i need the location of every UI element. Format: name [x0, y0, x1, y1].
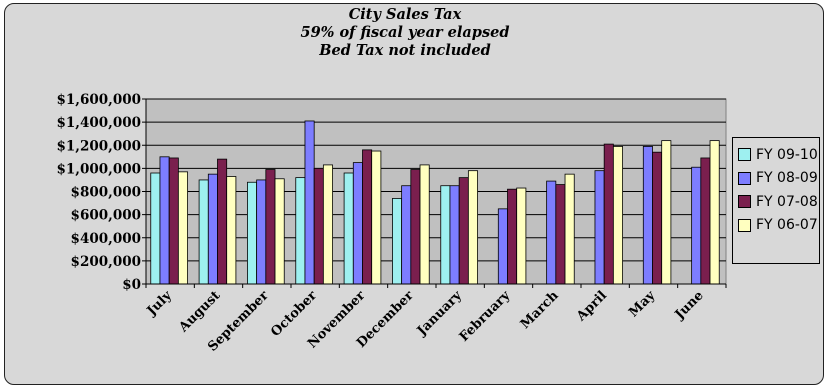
bar-fy-07-08-february [507, 188, 518, 285]
y-tick-label: $600,000 [71, 208, 141, 224]
bar-fy-07-08-november [362, 149, 373, 285]
bar-fy-08-09-march [546, 180, 557, 285]
legend: FY 09-10 FY 08-09 FY 07-08 FY 06-07 [732, 137, 820, 264]
y-tick-label: $1,600,000 [56, 92, 141, 108]
y-tick-label: $800,000 [71, 185, 141, 201]
bar-fy-08-09-september [256, 179, 267, 285]
legend-item: FY 06-07 [738, 214, 819, 238]
bar-fy-09-10-november [343, 172, 354, 285]
x-tick-label: June [672, 288, 707, 323]
y-tick-label: $1,200,000 [56, 138, 141, 154]
bar-fy-08-09-july [159, 156, 170, 285]
bar-fy-07-08-april [603, 143, 614, 285]
gridlines [142, 98, 726, 285]
x-tick-label: August [176, 288, 224, 336]
legend-item: FY 07-08 [738, 190, 819, 214]
bar-fy-08-09-april [594, 170, 605, 285]
bar-fy-06-07-july [177, 171, 188, 285]
x-tick-label: April [573, 288, 610, 325]
bar-chart: $0 $200,000 $400,000 $600,000 $800,000 $1,000… [56, 92, 727, 355]
bar-fy-07-08-august [217, 158, 228, 285]
legend-swatch-fy-08-09 [738, 171, 751, 185]
bar-fy-09-10-october [295, 177, 306, 285]
axes [145, 99, 727, 288]
y-tick-labels: $0 $200,000 $400,000 $600,000 $800,000 $1,000… [56, 92, 141, 293]
bar-fy-06-07-august [226, 176, 237, 285]
bar-fy-09-10-january [440, 185, 451, 285]
bar-fy-06-07-november [371, 150, 382, 285]
y-tick-label: $1,400,000 [56, 115, 141, 131]
bar-fy-08-09-february [497, 208, 508, 285]
bar-fy-09-10-july [150, 172, 161, 285]
y-tick-label: $1,000,000 [56, 161, 141, 177]
bar-fy-08-09-january [449, 185, 460, 285]
x-tick-label: March [518, 288, 562, 332]
bar-fy-06-07-february [516, 187, 527, 285]
bar-fy-08-09-december [401, 185, 412, 285]
bar-fy-08-09-november [352, 162, 363, 285]
chart-title: City Sales Tax [348, 6, 462, 23]
y-tick-label: $0 [122, 277, 141, 293]
chart-subtitle-line-1: 59% of fiscal year elapsed [300, 24, 510, 41]
legend-item: FY 08-09 [738, 167, 819, 191]
x-tick-label: February [457, 288, 514, 345]
bar-fy-08-09-june [691, 166, 702, 285]
bar-fy-09-10-december [392, 198, 403, 285]
legend-label: FY 06-07 [756, 217, 818, 234]
bars-group [150, 120, 720, 285]
bar-fy-06-07-march [564, 173, 575, 285]
bar-fy-06-07-october [322, 164, 333, 285]
chart-title-block: City Sales Tax 59% of fiscal year elapse… [5, 6, 805, 60]
bar-fy-06-07-june [709, 140, 720, 285]
bar-fy-06-07-january [467, 170, 478, 285]
bar-fy-06-07-september [274, 178, 285, 285]
legend-swatch-fy-07-08 [738, 195, 751, 209]
bar-fy-08-09-may [642, 146, 653, 285]
legend-label: FY 09-10 [756, 146, 818, 163]
y-tick-label: $200,000 [71, 254, 141, 270]
legend-item: FY 09-10 [738, 143, 819, 167]
bar-fy-06-07-december [419, 164, 430, 285]
bar-fy-08-09-august [207, 173, 218, 285]
chart-subtitle-line-2: Bed Tax not included [319, 42, 491, 59]
legend-swatch-fy-09-10 [738, 148, 751, 162]
y-tick-label: $400,000 [71, 231, 141, 247]
legend-swatch-fy-06-07 [738, 218, 751, 232]
legend-label: FY 07-08 [756, 193, 818, 210]
chart-frame: City Sales Tax 59% of fiscal year elapse… [4, 3, 824, 385]
x-tick-label: October [268, 288, 320, 340]
bar-fy-07-08-october [313, 167, 324, 285]
bar-fy-07-08-march [555, 184, 566, 285]
bar-fy-09-10-august [198, 179, 209, 285]
bar-fy-08-09-october [304, 120, 315, 285]
bar-fy-07-08-january [458, 177, 469, 285]
bar-fy-07-08-july [168, 157, 179, 285]
x-tick-labels: July AugustSeptemberOctoberNovemberDecemb… [144, 288, 707, 355]
x-tick-label: January [414, 288, 465, 339]
bar-fy-06-07-april [612, 146, 623, 285]
legend-label: FY 08-09 [756, 170, 818, 187]
bar-fy-07-08-may [652, 151, 663, 285]
x-tick-label: May [626, 288, 658, 320]
bar-fy-07-08-june [700, 157, 711, 285]
bar-fy-07-08-december [410, 169, 421, 285]
bar-fy-09-10-september [247, 181, 258, 285]
bar-fy-06-07-may [661, 140, 672, 285]
x-tick-label: July [144, 288, 175, 319]
bar-fy-07-08-september [265, 169, 276, 285]
